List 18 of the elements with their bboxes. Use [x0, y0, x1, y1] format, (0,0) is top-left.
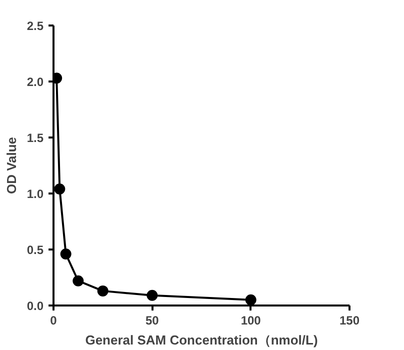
point	[245, 294, 256, 306]
y-tick-label: 0.5	[26, 243, 44, 257]
x-tick-label: 50	[145, 314, 160, 328]
x-tick-label: 0	[50, 314, 58, 328]
y-tick-label: 2.5	[26, 19, 44, 33]
y-tick-label: 0.0	[26, 299, 44, 313]
y-tick-label: 1.5	[26, 131, 44, 145]
point	[72, 275, 84, 286]
point	[146, 290, 158, 301]
y-tick-label: 2.0	[26, 75, 44, 89]
point	[54, 184, 66, 195]
y-axis-title: OD Value	[4, 136, 19, 194]
x-tick-label: 150	[339, 314, 360, 328]
y-tick-label: 1.0	[26, 187, 44, 201]
point	[97, 285, 108, 296]
x-tick-label: 100	[240, 314, 262, 328]
x-axis-title: General SAM Concentration（nmol/L)	[85, 332, 318, 348]
point	[60, 248, 72, 260]
